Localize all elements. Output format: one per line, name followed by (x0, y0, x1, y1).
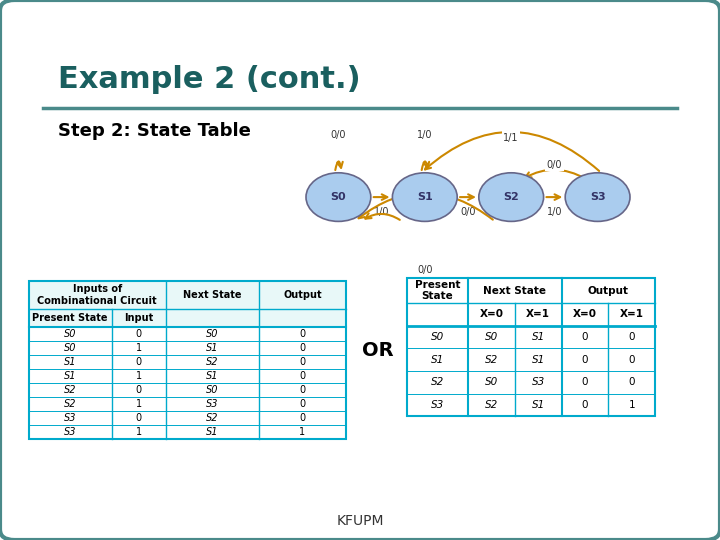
Text: S0: S0 (206, 386, 219, 395)
Text: S0: S0 (64, 329, 76, 339)
Text: 0: 0 (300, 414, 305, 423)
Text: S0: S0 (64, 343, 76, 353)
Text: 1: 1 (300, 428, 305, 437)
Text: 1: 1 (135, 343, 142, 353)
Text: OR: OR (362, 341, 394, 361)
Bar (29, 281, 346, 440)
Text: 1: 1 (135, 428, 142, 437)
Circle shape (565, 173, 630, 221)
Text: 0/0: 0/0 (460, 207, 476, 217)
Text: Output: Output (588, 286, 629, 295)
Text: Example 2 (cont.): Example 2 (cont.) (58, 65, 360, 94)
Text: 0: 0 (300, 400, 305, 409)
Text: S1: S1 (64, 357, 76, 367)
Text: 1: 1 (135, 372, 142, 381)
Text: S1: S1 (206, 372, 219, 381)
Text: S2: S2 (485, 400, 498, 410)
Text: S1: S1 (431, 355, 444, 365)
Text: KFUPM: KFUPM (336, 514, 384, 528)
Text: Next State: Next State (183, 290, 242, 300)
Text: 0: 0 (300, 343, 305, 353)
Text: 0: 0 (629, 355, 635, 365)
Text: Next State: Next State (483, 286, 546, 295)
Text: S1: S1 (531, 400, 545, 410)
Text: 1: 1 (629, 400, 635, 410)
Text: S1: S1 (206, 343, 219, 353)
Text: 0: 0 (135, 386, 142, 395)
Text: 1/1: 1/1 (503, 133, 519, 143)
Text: X=1: X=1 (620, 309, 644, 319)
Text: S3: S3 (206, 400, 219, 409)
Text: 1/0: 1/0 (417, 130, 433, 140)
Text: Present
State: Present State (415, 280, 460, 301)
Text: S1: S1 (531, 355, 545, 365)
Text: 0: 0 (582, 355, 588, 365)
Text: Output: Output (283, 290, 322, 300)
Text: S3: S3 (64, 414, 76, 423)
Text: S1: S1 (531, 332, 545, 342)
Text: 0: 0 (629, 377, 635, 387)
Text: S3: S3 (590, 192, 606, 202)
Text: 0: 0 (582, 400, 588, 410)
Text: Input: Input (124, 313, 153, 323)
Text: 1: 1 (135, 400, 142, 409)
Text: S3: S3 (431, 400, 444, 410)
FancyBboxPatch shape (29, 281, 346, 327)
Text: S1: S1 (64, 372, 76, 381)
Text: S2: S2 (485, 355, 498, 365)
Text: S1: S1 (417, 192, 433, 202)
Text: 1/0: 1/0 (374, 207, 390, 217)
Text: Step 2: State Table: Step 2: State Table (58, 122, 251, 139)
Text: 0: 0 (135, 357, 142, 367)
Text: 0: 0 (582, 377, 588, 387)
Text: S2: S2 (64, 400, 76, 409)
Text: 0: 0 (629, 332, 635, 342)
Text: Inputs of
Combinational Circuit: Inputs of Combinational Circuit (37, 284, 157, 306)
Text: S3: S3 (531, 377, 545, 387)
Text: 0: 0 (300, 357, 305, 367)
Bar (407, 278, 655, 416)
Text: S2: S2 (206, 414, 219, 423)
Text: S2: S2 (206, 357, 219, 367)
Text: S0: S0 (206, 329, 219, 339)
Text: X=1: X=1 (526, 309, 550, 319)
Text: Present State: Present State (32, 313, 108, 323)
Text: S3: S3 (64, 428, 76, 437)
Text: 0/0: 0/0 (417, 265, 433, 275)
Text: 0: 0 (582, 332, 588, 342)
Text: 0: 0 (300, 329, 305, 339)
Text: 0: 0 (300, 386, 305, 395)
Text: 0/0: 0/0 (330, 130, 346, 140)
Text: 0: 0 (135, 414, 142, 423)
Text: S2: S2 (431, 377, 444, 387)
Text: 0: 0 (300, 372, 305, 381)
Text: X=0: X=0 (480, 309, 503, 319)
Text: 1/0: 1/0 (546, 207, 562, 217)
Circle shape (479, 173, 544, 221)
Text: 0: 0 (135, 329, 142, 339)
Text: S0: S0 (485, 332, 498, 342)
Circle shape (306, 173, 371, 221)
Text: S1: S1 (206, 428, 219, 437)
Circle shape (392, 173, 457, 221)
Text: S2: S2 (64, 386, 76, 395)
Text: S0: S0 (485, 377, 498, 387)
Text: 0/0: 0/0 (546, 160, 562, 170)
Text: S2: S2 (503, 192, 519, 202)
Text: X=0: X=0 (573, 309, 597, 319)
Text: S0: S0 (330, 192, 346, 202)
Text: S0: S0 (431, 332, 444, 342)
